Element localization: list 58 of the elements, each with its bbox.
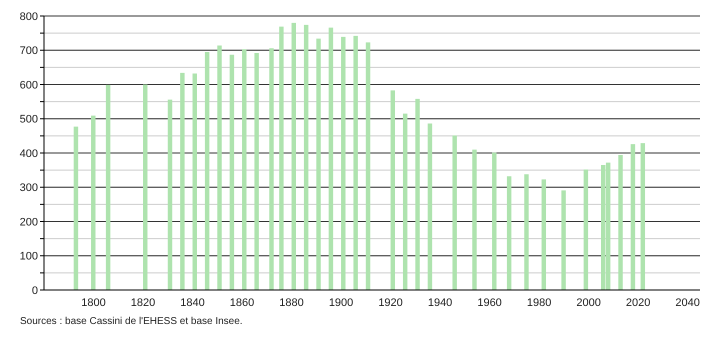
bar xyxy=(618,155,623,290)
bar xyxy=(204,52,210,290)
bar xyxy=(366,42,370,290)
x-tick-label: 1800 xyxy=(81,296,106,309)
y-tick-label: 200 xyxy=(20,216,38,228)
x-tick-label: 1840 xyxy=(180,296,205,309)
bar xyxy=(292,22,296,290)
bar xyxy=(106,84,110,290)
bar xyxy=(584,169,588,290)
bar xyxy=(506,176,512,290)
bar xyxy=(269,48,274,290)
bar xyxy=(192,74,197,290)
bar xyxy=(390,90,396,290)
x-tick-label: 1920 xyxy=(378,296,403,309)
bar xyxy=(341,36,346,290)
y-tick-label: 400 xyxy=(20,148,38,160)
y-tick-label: 0 xyxy=(32,284,38,297)
bar xyxy=(630,144,636,290)
y-tick-label: 700 xyxy=(20,45,38,58)
source-note: Sources : base Cassini de l'EHESS et base Insee. xyxy=(20,316,244,327)
bar xyxy=(143,84,148,290)
bar xyxy=(561,190,566,290)
x-tick-label: 2040 xyxy=(675,296,700,309)
y-tick-label: 100 xyxy=(20,250,38,263)
y-tick-label: 600 xyxy=(20,79,38,92)
x-tick-label: 1860 xyxy=(230,296,254,309)
bar xyxy=(242,49,246,290)
x-tick-label: 1960 xyxy=(477,296,502,309)
bar xyxy=(328,28,334,290)
y-tick-label: 500 xyxy=(20,114,38,126)
bar xyxy=(640,143,646,290)
y-tick-label: 300 xyxy=(20,182,38,194)
bar xyxy=(415,98,420,290)
bar xyxy=(230,54,234,290)
bar xyxy=(452,136,457,290)
y-tick-label: 800 xyxy=(20,10,38,23)
x-tick-label: 2000 xyxy=(576,296,601,309)
bar xyxy=(402,114,408,290)
x-tick-label: 1880 xyxy=(279,296,304,309)
bar xyxy=(91,116,96,290)
bar xyxy=(180,72,185,290)
bar xyxy=(428,124,432,290)
bar xyxy=(217,45,222,290)
bar xyxy=(542,179,546,290)
bar xyxy=(74,126,78,290)
x-tick-label: 1940 xyxy=(428,296,452,309)
x-tick-label: 1980 xyxy=(526,296,552,309)
bar xyxy=(279,26,284,290)
bar xyxy=(168,100,172,290)
bar xyxy=(316,38,321,290)
x-tick-label: 1900 xyxy=(328,296,354,309)
x-tick-label: 1820 xyxy=(130,296,156,309)
bar xyxy=(304,24,308,290)
bar xyxy=(524,174,529,290)
bar xyxy=(254,52,259,290)
x-tick-label: 2020 xyxy=(626,296,650,309)
bar xyxy=(492,152,497,290)
bar xyxy=(353,36,358,290)
